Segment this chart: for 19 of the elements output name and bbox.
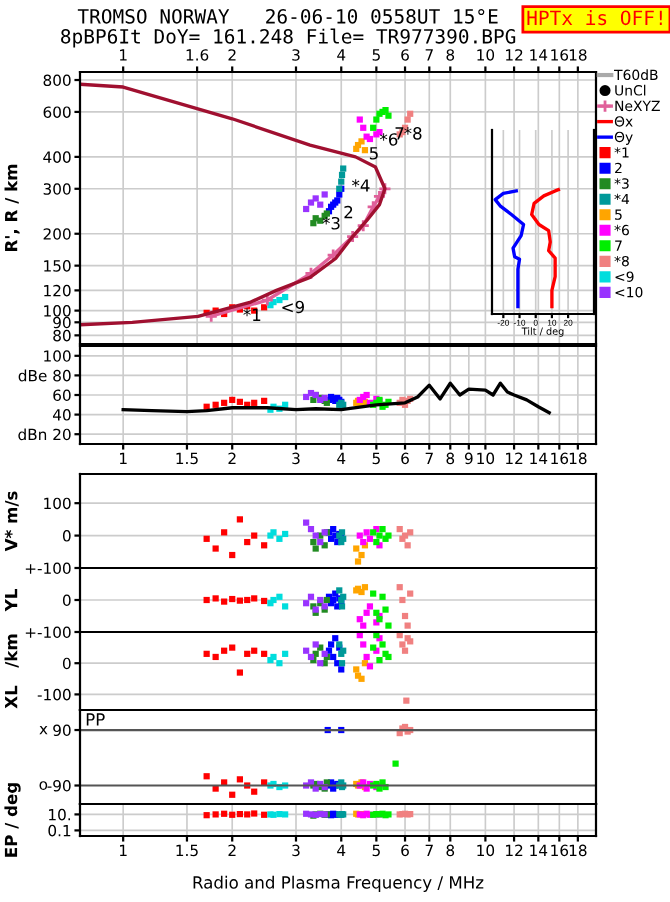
y-axis-title: EP / deg [4,783,21,857]
x-axis-title: Radio and Plasma Frequency / MHz [193,875,484,892]
y-axis-title: YL [5,589,18,612]
annotation: 5 [369,147,378,160]
annotation: 7 [395,127,404,140]
chart-subtitle: 8pBP6It DoY= 161.248 File= TR977390.BPG [61,28,516,48]
annotation: *3 [322,216,340,230]
y-axis-title: R', R / km [4,164,20,251]
annotation: 2 [344,205,353,219]
annotation: *8 [404,127,422,140]
annotation: *1 [243,308,261,321]
y-axis-title: V* m/s [4,491,19,552]
y-axis-title: XL /km [4,634,19,709]
annotation: *6 [379,133,398,146]
annotation: *4 [352,179,370,192]
annotation: PP [86,713,105,726]
text: HPTx is OFF! [527,10,662,26]
annotation: <9 [282,300,304,314]
chart-title: TROMSO NORWAY 26-06-10 0558UT 15°E [77,8,498,24]
